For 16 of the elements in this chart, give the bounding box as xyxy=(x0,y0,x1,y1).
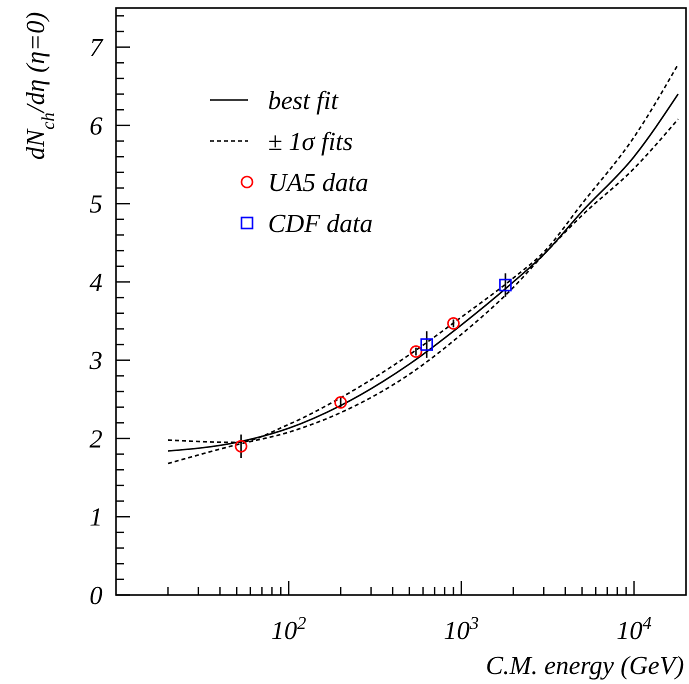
legend-label: best fit xyxy=(268,86,339,115)
legend-label: ± 1σ fits xyxy=(268,127,353,156)
legend-label: UA5 data xyxy=(268,168,368,197)
x-tick-label: 10$^{4}$ xyxy=(616,613,652,645)
y-tick-label: 3 xyxy=(88,346,102,376)
x-axis-title: C.M. energy (GeV) xyxy=(486,651,684,680)
y-tick-label: 5 xyxy=(90,190,102,219)
x-tick-label: 10$^{2}$ xyxy=(271,613,306,645)
y-tick-label: 4 xyxy=(90,268,102,297)
y-tick-label: 7 xyxy=(90,33,104,62)
y-tick-label: 0 xyxy=(90,581,102,610)
legend-label: CDF data xyxy=(268,209,373,238)
y-tick-label: 2 xyxy=(90,424,102,454)
y-tick-label: 1 xyxy=(90,502,102,532)
x-tick-label: 10$^{3}$ xyxy=(444,613,479,645)
y-tick-label: 6 xyxy=(90,111,102,140)
